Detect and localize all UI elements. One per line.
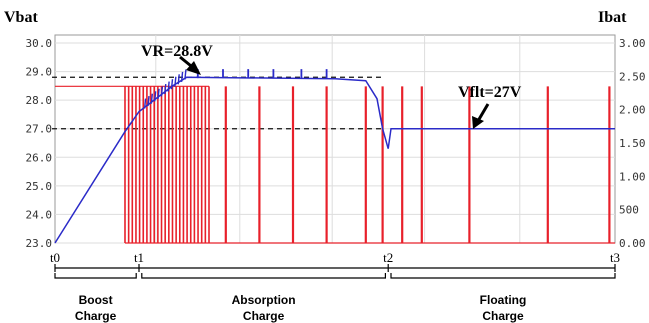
left-axis-title: Vbat xyxy=(4,9,38,26)
phase-label-line2: Charge xyxy=(243,309,285,323)
time-label: t2 xyxy=(383,250,393,265)
vflt-arrowhead xyxy=(472,116,484,129)
vbat-ripple xyxy=(147,96,150,107)
right-tick-label: 1.00 xyxy=(619,170,646,183)
left-tick-label: 28.0 xyxy=(26,94,53,107)
vflt-arrow xyxy=(476,103,490,122)
phase-bracket xyxy=(390,273,616,279)
left-tick-label: 27.0 xyxy=(26,123,53,136)
time-label: t3 xyxy=(610,250,620,265)
left-tick-label: 30.0 xyxy=(26,37,53,50)
time-axis: t0 t1 t2 t3 xyxy=(50,250,620,272)
vbat-ripple xyxy=(160,86,164,97)
vbat-ripple xyxy=(157,88,160,99)
phase-label-line2: Charge xyxy=(75,309,117,323)
right-tick-label: 2.50 xyxy=(619,70,646,83)
phase-label-line1: Floating xyxy=(480,293,527,307)
series-traces xyxy=(54,69,615,244)
vbat-ripple xyxy=(164,83,167,95)
left-tick-label: 26.0 xyxy=(26,151,53,164)
vbat-ripple xyxy=(153,91,157,102)
time-label: t0 xyxy=(50,250,60,265)
vbat-ripple xyxy=(180,71,184,82)
left-tick-label: 25.0 xyxy=(26,180,53,193)
right-tick-label: 0.00 xyxy=(619,237,646,250)
time-label: t1 xyxy=(134,250,144,265)
vbat-trace xyxy=(54,76,615,244)
vbat-ripple xyxy=(184,69,187,80)
left-tick-label: 24.0 xyxy=(26,208,53,221)
right-axis-ticks: 3.00 2.50 2.00 1.50 1.00 500 0.00 xyxy=(619,37,646,250)
right-tick-label: 3.00 xyxy=(619,37,646,50)
vr-arrowhead xyxy=(186,61,201,75)
vbat-ripple xyxy=(170,79,174,90)
vbat-ripple xyxy=(167,81,170,92)
phase-bracket xyxy=(141,273,386,279)
vr-annotation: VR=28.8V xyxy=(141,43,213,60)
left-tick-label: 29.0 xyxy=(26,66,53,79)
phase-label-line1: Absorption xyxy=(232,293,296,307)
right-tick-label: 2.00 xyxy=(619,104,646,117)
vbat-ripple xyxy=(143,98,147,109)
phase-bracket xyxy=(54,273,137,279)
right-axis-title: Ibat xyxy=(598,9,627,26)
right-tick-label: 1.50 xyxy=(619,137,646,150)
phase-label-line2: Charge xyxy=(482,309,524,323)
left-tick-label: 23.0 xyxy=(26,237,53,250)
phase-label-line1: Boost xyxy=(79,293,113,307)
left-axis-ticks: 30.0 29.0 28.0 27.0 26.0 25.0 24.0 23.0 xyxy=(26,37,53,250)
charging-phases: Boost Charge Absorption Charge Floating Charg… xyxy=(54,273,616,323)
vbat-ripple xyxy=(174,76,177,87)
grid-lines xyxy=(55,35,615,244)
plot-frame xyxy=(54,34,616,244)
right-tick-label: 500 xyxy=(619,204,639,217)
vbat-ripple xyxy=(150,93,154,104)
vbat-ripple xyxy=(177,74,180,85)
vflt-annotation: Vflt=27V xyxy=(458,84,522,101)
